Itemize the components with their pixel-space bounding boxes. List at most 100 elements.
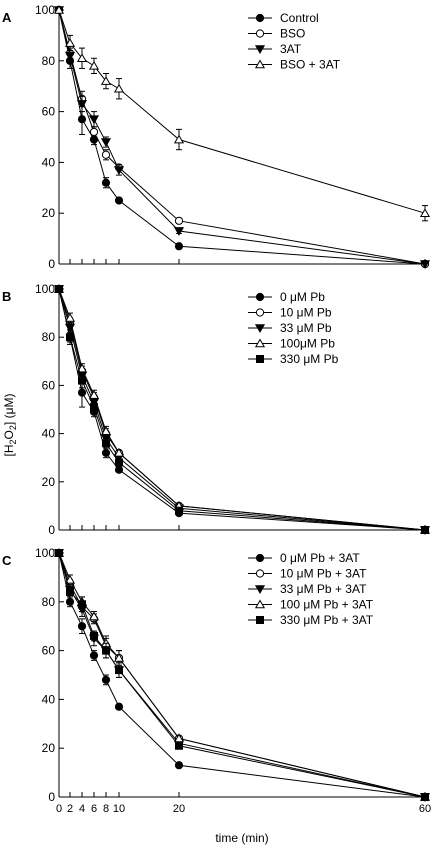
- data-point: [174, 242, 184, 251]
- series-line: [58, 288, 426, 531]
- data-point: [55, 549, 63, 557]
- y-tick-label: 40: [42, 155, 56, 169]
- legend-marker: [254, 59, 266, 69]
- x-axis-label: time (min): [215, 831, 268, 845]
- legend-marker: [256, 355, 264, 363]
- y-tick-label: 80: [42, 54, 56, 68]
- y-tick-label: 80: [42, 595, 56, 609]
- series-4: [53, 547, 431, 801]
- series-4: [53, 283, 431, 534]
- data-point: [419, 260, 431, 270]
- x-tick-label: 2: [67, 803, 73, 815]
- legend-marker: [254, 599, 266, 609]
- data-point: [64, 574, 76, 584]
- y-tick-label: 0: [48, 523, 55, 537]
- legend-label: 330 μM Pb: [280, 352, 339, 366]
- series-line: [58, 288, 426, 531]
- series-line: [58, 552, 426, 798]
- data-point: [78, 376, 86, 385]
- legend-label: 10 μM Pb: [280, 306, 332, 320]
- data-point: [64, 38, 76, 47]
- data-point: [113, 166, 125, 176]
- y-tick-label: 100: [35, 3, 55, 17]
- y-tick-label: 60: [42, 105, 56, 119]
- data-point: [113, 83, 125, 93]
- legend-label: Control: [280, 11, 319, 25]
- legend-label: 33 μM Pb + 3AT: [280, 582, 367, 596]
- series-line: [58, 288, 426, 531]
- x-tick-label: 4: [79, 803, 85, 815]
- series-4: [53, 4, 431, 222]
- data-point: [53, 4, 65, 14]
- series-line: [58, 9, 426, 265]
- data-point: [88, 115, 100, 125]
- series-2: [54, 5, 430, 269]
- legend-marker: [254, 585, 266, 595]
- data-point: [78, 600, 86, 609]
- data-point: [76, 53, 88, 63]
- panel-label: B: [2, 289, 11, 304]
- panel-c: C 0 20 40 60 80 100 0 2 4 6 8 10 20 60 0 μM Pb + 3AT 10 …: [2, 546, 431, 815]
- legend-marker: [255, 29, 265, 38]
- x-tick-label: 60: [419, 803, 431, 815]
- y-tick-label: 100: [35, 282, 55, 296]
- legend-marker: [254, 338, 266, 348]
- data-point: [77, 115, 87, 124]
- data-point: [173, 227, 185, 236]
- series-line: [58, 552, 426, 798]
- y-tick-label: 40: [42, 692, 56, 706]
- data-point: [90, 631, 98, 640]
- data-point: [113, 447, 125, 457]
- data-point: [66, 333, 74, 342]
- y-tick-label: 20: [42, 206, 56, 220]
- data-point: [88, 611, 100, 621]
- data-point: [421, 793, 429, 801]
- data-point: [115, 458, 123, 467]
- series-1: [54, 548, 430, 802]
- data-point: [89, 651, 99, 660]
- series-3: [53, 549, 431, 803]
- series-3: [53, 6, 431, 270]
- data-point: [77, 388, 87, 397]
- data-point: [64, 51, 76, 61]
- data-point: [101, 178, 111, 187]
- y-tick-label: 0: [48, 790, 55, 804]
- y-tick-label: 80: [42, 330, 56, 344]
- legend-label: BSO + 3AT: [280, 58, 341, 72]
- data-point: [102, 646, 110, 655]
- data-point: [88, 390, 100, 399]
- legend-label: 100μM Pb: [280, 337, 335, 351]
- data-point: [102, 439, 110, 448]
- data-point: [100, 76, 112, 85]
- data-point: [175, 506, 183, 515]
- data-point: [65, 597, 75, 606]
- data-point: [173, 134, 185, 144]
- legend-marker: [256, 616, 264, 624]
- data-point: [173, 733, 185, 743]
- legend-marker: [254, 324, 266, 334]
- series-2: [54, 548, 430, 802]
- series-3: [53, 285, 431, 536]
- legend-label: 33 μM Pb: [280, 321, 332, 335]
- data-point: [77, 622, 87, 631]
- legend-label: BSO: [280, 27, 305, 41]
- series-1: [54, 284, 430, 535]
- y-tick-label: 20: [42, 741, 56, 755]
- data-point: [101, 150, 111, 159]
- data-point: [114, 702, 124, 711]
- legend-label: 10 μM Pb + 3AT: [280, 567, 367, 581]
- y-tick-label: 60: [42, 378, 56, 392]
- data-point: [419, 208, 431, 217]
- y-tick-label: 60: [42, 644, 56, 658]
- data-point: [114, 196, 124, 205]
- series-line: [58, 9, 426, 265]
- x-tick-label: 20: [173, 803, 185, 815]
- legend-marker: [255, 13, 265, 23]
- data-point: [115, 666, 123, 675]
- data-point: [66, 588, 74, 597]
